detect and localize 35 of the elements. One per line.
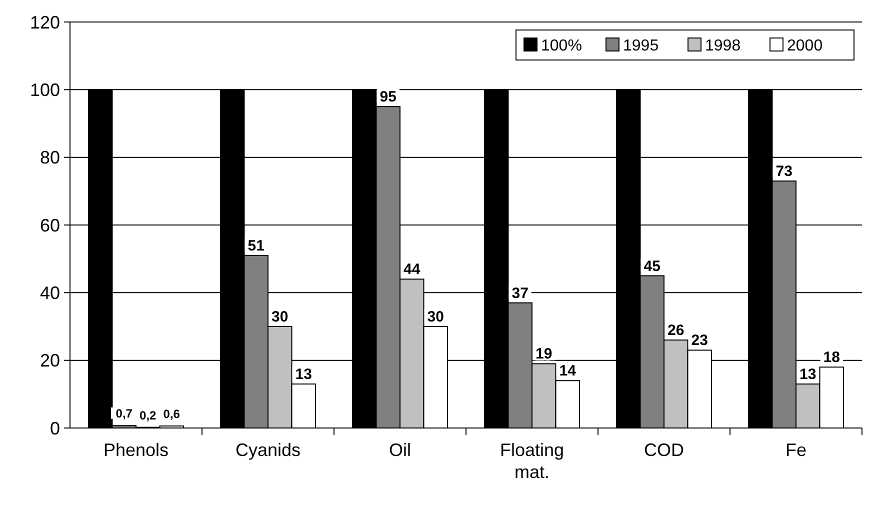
y-tick-label: 0 [50, 418, 60, 438]
x-tick-label: COD [644, 440, 684, 460]
legend-label: 1998 [705, 38, 741, 55]
legend-label: 1995 [623, 38, 659, 55]
data-label: 44 [404, 261, 421, 278]
data-label: 73 [776, 163, 792, 180]
data-label: 18 [823, 349, 840, 366]
data-label: 13 [800, 366, 816, 384]
data-label: 23 [691, 332, 708, 350]
data-label: 30 [272, 308, 288, 326]
data-label: 45 [644, 258, 660, 275]
x-tick-label: Floating mat. [500, 440, 564, 482]
legend-label: 100% [541, 38, 582, 55]
y-tick-label: 60 [40, 215, 60, 236]
data-label: 51 [248, 237, 264, 254]
y-tick-label: 20 [40, 350, 60, 371]
y-tick-label: 100 [30, 80, 60, 100]
data-label: 0,6 [163, 406, 180, 421]
x-tick-label: Fe [785, 440, 807, 460]
data-label: 19 [536, 346, 552, 363]
x-tick-label: Oil [389, 440, 411, 460]
legend-label: 2000 [787, 38, 823, 55]
y-tick-label: 80 [40, 148, 60, 168]
x-tick-label: Phenols [103, 440, 169, 460]
y-tick-label: 120 [30, 12, 60, 32]
data-label: 14 [559, 362, 577, 380]
x-tick-label: Cyanids [235, 440, 301, 460]
y-tick-label: 40 [40, 282, 60, 303]
data-label: 13 [295, 366, 312, 384]
data-label: 0,2 [140, 408, 157, 422]
data-label: 30 [427, 308, 444, 326]
data-label: 0,7 [116, 406, 133, 421]
data-label: 26 [668, 322, 684, 340]
data-label: 37 [512, 284, 528, 302]
data-label: 95 [380, 88, 396, 106]
